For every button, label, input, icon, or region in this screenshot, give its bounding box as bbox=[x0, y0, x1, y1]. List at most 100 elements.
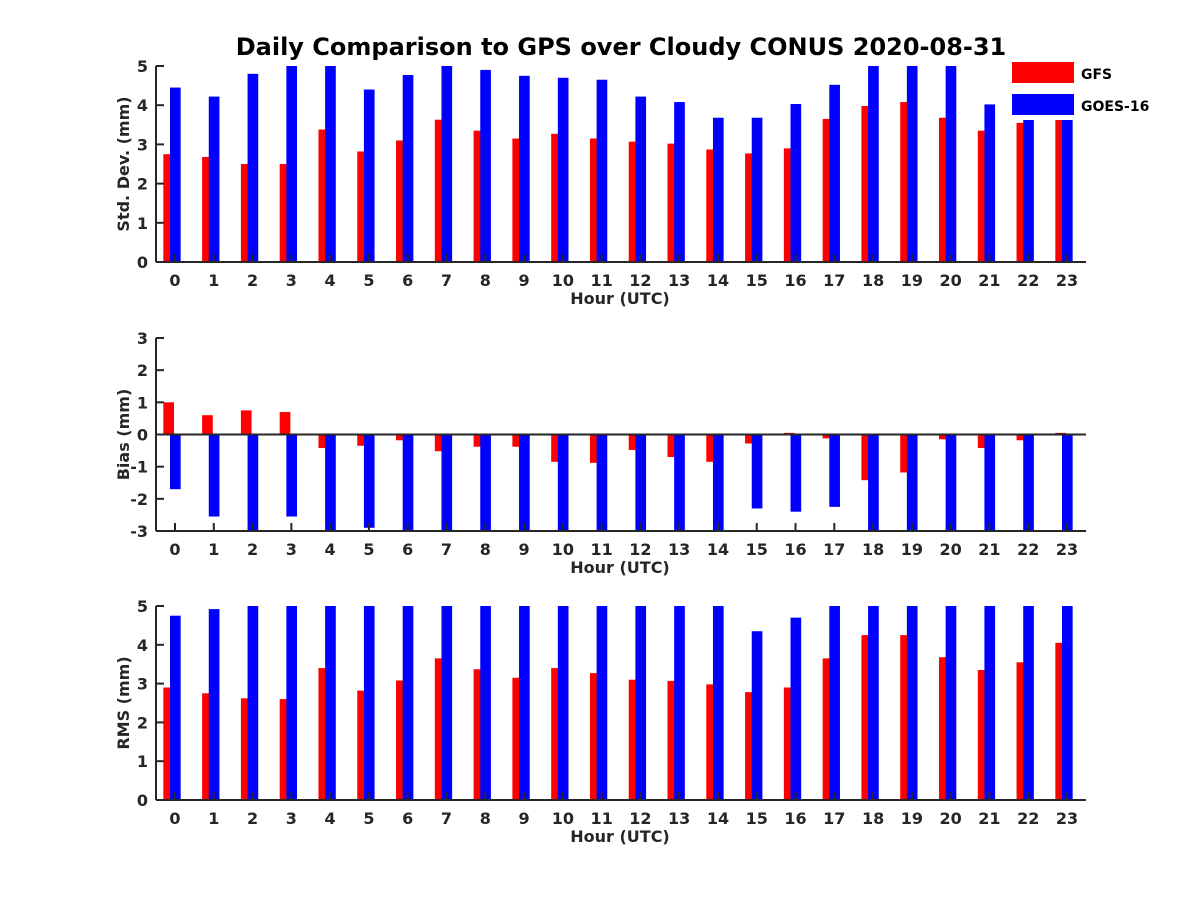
stddev-xtick-label: 20 bbox=[940, 271, 962, 290]
bias-xtick-label: 16 bbox=[784, 540, 806, 559]
stddev-bar-gfs-11 bbox=[589, 138, 601, 262]
bias-xtick-label: 10 bbox=[552, 540, 574, 559]
bias-bar-gfs-9 bbox=[512, 434, 524, 447]
rms-bar-gfs-7 bbox=[434, 658, 446, 800]
stddev-bar-gfs-18 bbox=[861, 105, 873, 262]
bias-bar-goes16-10 bbox=[557, 434, 569, 531]
rms-bar-goes16-0 bbox=[170, 615, 181, 800]
stddev-ytick-label: 3 bbox=[137, 135, 148, 154]
bias-bar-gfs-5 bbox=[357, 434, 368, 446]
stddev-bar-gfs-2 bbox=[240, 164, 252, 262]
stddev-xtick-label: 21 bbox=[978, 271, 1000, 290]
rms-xtick-label: 3 bbox=[286, 809, 297, 828]
rms-bar-gfs-13 bbox=[667, 680, 679, 800]
bias-ytick-label: 1 bbox=[137, 393, 148, 412]
stddev-bar-gfs-20 bbox=[938, 117, 950, 263]
bias-xtick-label: 17 bbox=[823, 540, 845, 559]
rms-xtick-label: 19 bbox=[901, 809, 923, 828]
stddev-xtick-label: 8 bbox=[480, 271, 491, 290]
bias-xtick-label: 7 bbox=[441, 540, 452, 559]
stddev-xtick-label: 18 bbox=[862, 271, 884, 290]
bias-bar-gfs-21 bbox=[977, 434, 989, 449]
stddev-bar-gfs-10 bbox=[551, 133, 562, 262]
stddev-bar-goes16-11 bbox=[596, 79, 608, 262]
stddev-bar-goes16-19 bbox=[906, 66, 918, 262]
bias-xtick-label: 9 bbox=[518, 540, 529, 559]
rms-xtick-label: 17 bbox=[823, 809, 845, 828]
stddev-bar-gfs-22 bbox=[1016, 122, 1028, 262]
rms-xtick-label: 2 bbox=[247, 809, 258, 828]
stddev-xtick-label: 5 bbox=[363, 271, 374, 290]
legend-label-gfs: GFS bbox=[1081, 67, 1112, 83]
stddev-bar-goes16-13 bbox=[674, 102, 685, 262]
bias-bar-goes16-15 bbox=[751, 434, 763, 509]
stddev-bar-goes16-2 bbox=[247, 73, 259, 262]
stddev-bar-gfs-23 bbox=[1055, 113, 1066, 262]
rms-ylabel: RMS (mm) bbox=[114, 656, 133, 749]
stddev-xtick-label: 23 bbox=[1056, 271, 1078, 290]
rms-xtick-label: 12 bbox=[629, 809, 651, 828]
rms-bar-goes16-7 bbox=[441, 606, 453, 800]
rms-bar-goes16-16 bbox=[790, 617, 802, 800]
bias-bar-goes16-13 bbox=[674, 434, 685, 531]
bias-xtick-label: 19 bbox=[901, 540, 923, 559]
stddev-ylabel: Std. Dev. (mm) bbox=[114, 96, 133, 231]
rms-bar-goes16-21 bbox=[984, 606, 996, 800]
stddev-xlabel: Hour (UTC) bbox=[570, 289, 670, 308]
stddev-bar-goes16-12 bbox=[635, 96, 647, 262]
rms-bar-goes16-6 bbox=[402, 606, 414, 800]
bias-bar-goes16-7 bbox=[441, 434, 453, 531]
rms-bar-goes16-10 bbox=[557, 606, 569, 800]
bias-ytick-label: 3 bbox=[137, 329, 148, 348]
stddev-xtick-label: 12 bbox=[629, 271, 651, 290]
bias-xtick-label: 14 bbox=[707, 540, 729, 559]
stddev-bar-goes16-17 bbox=[829, 84, 840, 262]
bias-bar-goes16-21 bbox=[984, 434, 996, 531]
stddev-bar-goes16-4 bbox=[325, 66, 336, 262]
rms-bar-gfs-22 bbox=[1016, 662, 1028, 800]
bias-bar-goes16-19 bbox=[906, 434, 918, 531]
bias-bar-gfs-10 bbox=[551, 434, 562, 462]
rms-xtick-label: 1 bbox=[208, 809, 219, 828]
rms-ytick-label: 1 bbox=[137, 752, 148, 771]
bias-bar-goes16-23 bbox=[1062, 434, 1073, 531]
stddev-xtick-label: 15 bbox=[746, 271, 768, 290]
bias-xtick-label: 22 bbox=[1017, 540, 1039, 559]
rms-xtick-label: 8 bbox=[480, 809, 491, 828]
stddev-xtick-label: 17 bbox=[823, 271, 845, 290]
stddev-bar-goes16-0 bbox=[170, 87, 181, 262]
rms-xtick-label: 11 bbox=[590, 809, 612, 828]
rms-bar-goes16-23 bbox=[1062, 606, 1073, 800]
bias-bar-gfs-19 bbox=[900, 434, 911, 473]
stddev-bar-goes16-10 bbox=[557, 77, 569, 262]
rms-bar-goes16-22 bbox=[1023, 606, 1034, 800]
bias-bar-gfs-13 bbox=[667, 434, 679, 458]
stddev-ytick-label: 1 bbox=[137, 214, 148, 233]
rms-xtick-label: 21 bbox=[978, 809, 1000, 828]
rms-bar-gfs-0 bbox=[163, 687, 174, 800]
legend: GFS GOES-16 bbox=[1007, 58, 1157, 120]
rms-xtick-label: 20 bbox=[940, 809, 962, 828]
stddev-xtick-label: 0 bbox=[169, 271, 180, 290]
rms-xtick-label: 0 bbox=[169, 809, 180, 828]
rms-ytick-label: 2 bbox=[137, 713, 148, 732]
stddev-bar-goes16-6 bbox=[402, 75, 414, 263]
bias-bar-goes16-4 bbox=[325, 434, 336, 531]
bias-bar-gfs-7 bbox=[434, 434, 446, 452]
bias-bar-goes16-8 bbox=[480, 434, 491, 531]
bias-xtick-label: 11 bbox=[590, 540, 612, 559]
bias-xtick-label: 5 bbox=[363, 540, 374, 559]
bias-bar-goes16-22 bbox=[1023, 434, 1034, 531]
rms-bar-gfs-20 bbox=[938, 657, 950, 800]
bias-xtick-label: 3 bbox=[286, 540, 297, 559]
stddev-bar-goes16-3 bbox=[286, 66, 298, 262]
stddev-bar-goes16-20 bbox=[945, 66, 957, 262]
rms-bar-gfs-14 bbox=[706, 684, 717, 800]
stddev-bar-gfs-12 bbox=[628, 141, 640, 262]
rms-ytick-label: 3 bbox=[137, 675, 148, 694]
bias-bar-gfs-8 bbox=[473, 434, 485, 447]
bias-bar-gfs-0 bbox=[163, 402, 174, 435]
bias-bar-gfs-1 bbox=[202, 415, 213, 435]
rms-bar-gfs-3 bbox=[279, 699, 291, 800]
